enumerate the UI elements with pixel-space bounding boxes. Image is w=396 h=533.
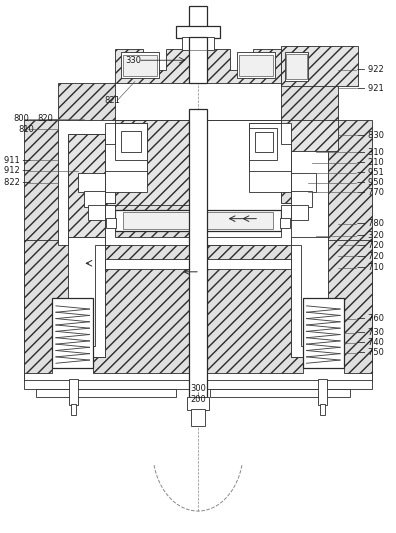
Polygon shape — [105, 120, 189, 205]
Bar — [182, 37, 192, 50]
Bar — [189, 6, 207, 27]
Bar — [207, 240, 371, 381]
Text: 822 —: 822 — — [4, 178, 31, 187]
Text: — 740: — 740 — [357, 338, 383, 347]
Bar — [176, 26, 220, 38]
Bar — [123, 55, 156, 76]
Bar — [68, 134, 105, 237]
Bar — [189, 109, 207, 398]
Text: 911 —: 911 — — [4, 156, 30, 165]
Bar — [52, 298, 93, 368]
Text: — 922: — 922 — [357, 66, 383, 74]
Bar — [320, 403, 326, 415]
Bar — [285, 52, 308, 82]
Bar — [291, 173, 316, 192]
Polygon shape — [249, 123, 291, 171]
Bar — [105, 123, 147, 192]
Polygon shape — [25, 83, 189, 381]
Text: — 950: — 950 — [357, 178, 383, 187]
Bar — [78, 173, 105, 192]
Polygon shape — [291, 245, 328, 357]
Polygon shape — [68, 245, 105, 357]
Bar — [69, 379, 78, 405]
Bar — [107, 217, 116, 228]
Text: — 720: — 720 — [357, 241, 383, 250]
Text: — 770: — 770 — [357, 188, 384, 197]
Text: 300: 300 — [190, 384, 206, 393]
Bar — [189, 37, 207, 83]
Text: — 780: — 780 — [357, 220, 384, 229]
Polygon shape — [105, 205, 189, 245]
Bar — [255, 132, 273, 152]
Bar — [25, 240, 189, 381]
Bar — [281, 120, 338, 151]
Bar — [68, 237, 105, 357]
Text: 821: 821 — [105, 96, 120, 105]
Bar — [280, 217, 289, 228]
Polygon shape — [207, 49, 281, 83]
Bar — [240, 55, 273, 76]
Bar — [318, 379, 327, 405]
Bar — [303, 298, 344, 368]
Polygon shape — [207, 368, 371, 381]
Bar — [238, 52, 275, 78]
Text: 800: 800 — [13, 114, 29, 123]
Polygon shape — [25, 368, 189, 381]
Bar — [123, 212, 273, 229]
Text: — 750: — 750 — [357, 348, 383, 357]
Bar — [207, 259, 291, 269]
Polygon shape — [207, 120, 291, 205]
Bar — [121, 52, 158, 78]
Bar — [204, 37, 214, 50]
Polygon shape — [207, 205, 291, 245]
Bar — [291, 191, 312, 207]
Text: — 320: — 320 — [357, 231, 383, 240]
Bar — [25, 380, 189, 389]
Text: — 921: — 921 — [357, 84, 383, 93]
Bar — [84, 191, 105, 207]
Polygon shape — [105, 123, 147, 171]
Text: — 210: — 210 — [357, 158, 383, 167]
Text: — 730: — 730 — [357, 328, 384, 337]
Polygon shape — [207, 83, 371, 381]
Bar — [249, 123, 291, 192]
Text: — 720: — 720 — [357, 252, 383, 261]
Bar — [70, 403, 76, 415]
Polygon shape — [58, 120, 115, 245]
Bar — [191, 409, 205, 426]
Bar — [281, 46, 358, 86]
Bar — [210, 389, 350, 397]
Bar — [291, 205, 308, 220]
Text: — 951: — 951 — [357, 168, 383, 177]
Bar — [291, 237, 328, 357]
Bar — [291, 134, 328, 237]
Text: — 830: — 830 — [357, 131, 384, 140]
Text: 912 —: 912 — — [4, 166, 30, 175]
Bar — [286, 54, 307, 79]
Polygon shape — [207, 120, 328, 245]
Bar — [88, 205, 105, 220]
Bar — [187, 397, 209, 410]
Bar — [207, 380, 371, 389]
Text: 330: 330 — [125, 56, 141, 64]
Text: — 310: — 310 — [357, 148, 383, 157]
Bar — [105, 259, 189, 269]
Polygon shape — [115, 49, 189, 83]
Bar — [36, 389, 176, 397]
Bar — [115, 123, 147, 160]
Text: 810: 810 — [18, 125, 34, 134]
Text: — 760: — 760 — [357, 314, 384, 323]
Text: 820: 820 — [37, 114, 53, 123]
Bar — [249, 128, 277, 160]
Text: — 710: — 710 — [357, 263, 383, 272]
Text: 200: 200 — [190, 395, 206, 404]
Bar — [115, 210, 281, 231]
Bar — [121, 131, 141, 152]
